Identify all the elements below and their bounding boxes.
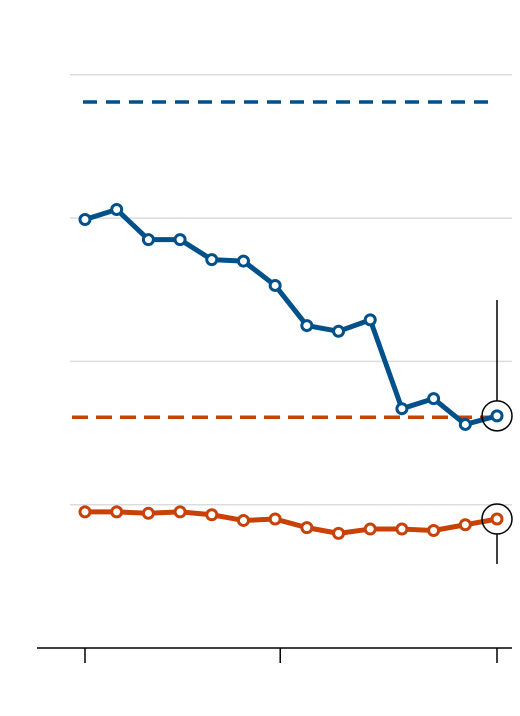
reference-lines — [72, 100, 497, 420]
series-1-point-3 — [141, 233, 155, 247]
series-2-point-1 — [78, 505, 92, 519]
series-2-point-14 — [490, 512, 504, 526]
series-1-point-2 — [110, 203, 124, 217]
series-1-point-5 — [205, 253, 219, 267]
series-1-point-6 — [236, 254, 250, 268]
end-callouts — [481, 300, 513, 564]
series-2-point-2 — [110, 505, 124, 519]
series-2-point-3 — [141, 506, 155, 520]
series-2-point-11 — [395, 522, 409, 536]
series-1-point-4 — [173, 233, 187, 247]
series-1-point-12 — [427, 392, 441, 406]
series-2-point-12 — [427, 523, 441, 537]
series-1-point-13 — [458, 417, 472, 431]
callout-ring-series-2 — [481, 503, 513, 535]
x-axis — [37, 647, 512, 663]
series-2-point-4 — [173, 505, 187, 519]
series-2-point-13 — [458, 518, 472, 532]
series-1-point-14 — [490, 409, 504, 423]
series-1-point-7 — [268, 278, 282, 292]
series-1-point-11 — [395, 402, 409, 416]
series-2-point-9 — [332, 526, 346, 540]
callout-ring-series-1 — [481, 400, 513, 432]
gridlines — [70, 74, 512, 506]
series-2-point-6 — [236, 513, 250, 527]
series-1-point-8 — [300, 319, 314, 333]
series-layer — [78, 203, 504, 540]
series-1-point-9 — [332, 324, 346, 338]
series-2-point-7 — [268, 512, 282, 526]
series-2-point-8 — [300, 521, 314, 535]
series-2-point-10 — [363, 522, 377, 536]
series-2-point-5 — [205, 508, 219, 522]
series-1-point-10 — [363, 313, 377, 327]
series-1-point-1 — [78, 213, 92, 227]
